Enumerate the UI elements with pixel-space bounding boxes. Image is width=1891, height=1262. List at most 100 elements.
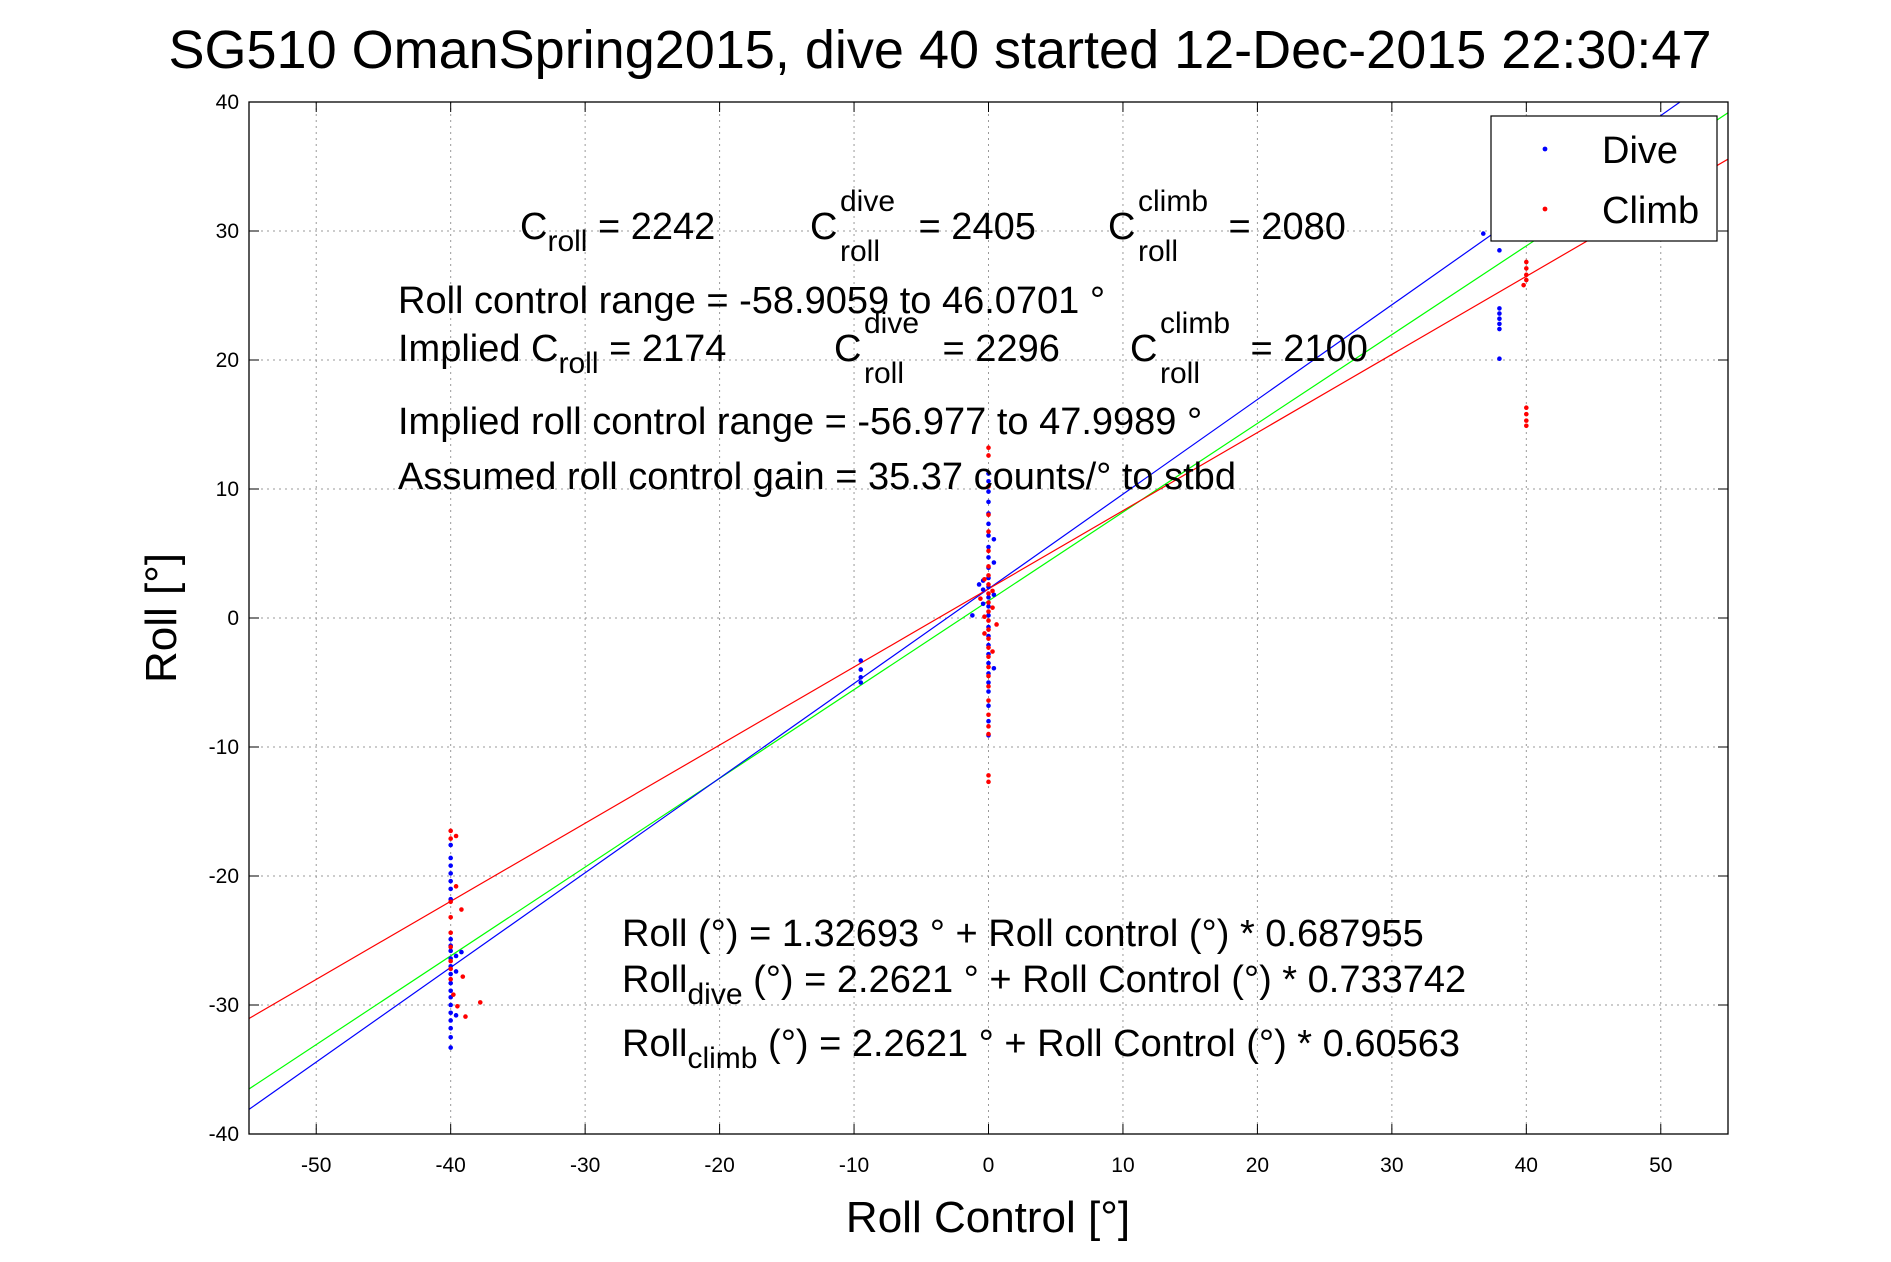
climb-point (986, 712, 991, 718)
dive-point (1497, 356, 1502, 362)
climb-point (448, 944, 453, 950)
climb-point (448, 976, 453, 982)
chart-title: SG510 OmanSpring2015, dive 40 started 12… (168, 20, 1711, 80)
x-tick-label: 40 (1515, 1154, 1538, 1177)
climb-point (982, 614, 987, 620)
climb-point (986, 564, 991, 569)
climb-point (463, 1014, 468, 1019)
climb-point (1524, 259, 1529, 265)
dive-point (448, 980, 453, 986)
dive-point (448, 1025, 453, 1031)
climb-point (1524, 272, 1529, 278)
dive-point (459, 949, 464, 955)
data-points (448, 231, 1529, 1050)
climb-point (453, 884, 459, 889)
legend: Dive Climb (1490, 115, 1718, 242)
dive-point (448, 1018, 453, 1023)
climb-point (990, 649, 995, 654)
climb-point (986, 512, 991, 518)
climb-point (986, 636, 991, 641)
dive-point (1480, 231, 1486, 236)
dive-point (448, 855, 453, 861)
dive-point (986, 499, 991, 505)
climb-point (448, 930, 453, 936)
dive-point (448, 863, 453, 868)
dive-point (1497, 311, 1502, 316)
dive-point (991, 666, 997, 671)
climb-point (982, 631, 987, 636)
dive-point (986, 555, 991, 560)
climb-point (986, 529, 991, 534)
climb-point (982, 577, 987, 582)
y-tick-label: 10 (216, 478, 239, 501)
climb-point (451, 992, 456, 997)
x-tick-label: 0 (983, 1154, 995, 1177)
climb-point (986, 698, 991, 703)
dive-point (991, 537, 997, 542)
implied-c-roll-text: Implied Croll = 2174 (398, 328, 726, 380)
dive-point (448, 988, 453, 994)
y-tick-label: 40 (216, 91, 239, 114)
legend-dive-label: Dive (1602, 130, 1678, 172)
climb-point (986, 645, 991, 650)
plot-frame (248, 101, 1729, 1135)
dive-point (448, 1010, 453, 1016)
dive-point (986, 489, 991, 494)
climb-point (1524, 405, 1529, 411)
dive-point (986, 544, 991, 550)
climb-point (448, 828, 453, 834)
climb-point (1524, 418, 1529, 423)
dive-point (448, 871, 453, 876)
tick-labels: -50 -40 -30 -20 -10 0 10 20 30 40 50 -40 -30 -20 -10 0 1… (209, 91, 1728, 1177)
dive-point (448, 1002, 453, 1008)
climb-point (990, 588, 995, 594)
dive-point (986, 703, 991, 709)
dive-point (1497, 306, 1502, 311)
fit-dive-text: Rolldive (°) = 2.2621 ° + Roll Control (… (622, 959, 1466, 1011)
dive-point (986, 718, 991, 724)
x-tick-label: -20 (704, 1154, 734, 1177)
dive-point (980, 587, 986, 592)
climb-point (986, 573, 991, 578)
climb-point (986, 654, 991, 659)
dive-point (986, 521, 991, 527)
dive-point (448, 971, 453, 977)
dive-point (986, 660, 991, 666)
dive-point (1497, 321, 1502, 327)
dive-point (448, 842, 453, 848)
climb-point (994, 622, 999, 627)
climb-point (986, 673, 991, 679)
climb-point (986, 548, 991, 554)
legend-dive-marker (1542, 146, 1548, 152)
x-tick-label: -40 (436, 1154, 466, 1177)
fit-climb-text: Rollclimb (°) = 2.2621 ° + Roll Control … (622, 1023, 1460, 1075)
climb-point (986, 664, 991, 670)
dive-point (453, 953, 459, 959)
legend-item-climb: Climb (1542, 190, 1699, 232)
climb-point (1521, 282, 1526, 288)
climb-point (448, 958, 453, 964)
dive-point (986, 604, 991, 609)
c-roll-dive-text: Cdive roll = 2405 (810, 185, 1036, 268)
climb-point (986, 445, 991, 451)
dive-point (986, 533, 991, 538)
dive-point (970, 613, 975, 618)
y-tick-label: 0 (227, 607, 239, 630)
climb-point (448, 966, 453, 972)
climb-point (986, 591, 991, 596)
y-axis-label: Roll [°] (137, 553, 186, 683)
climb-point (1524, 277, 1529, 283)
x-tick-label: -10 (839, 1154, 869, 1177)
c-roll-text: Croll = 2242 (520, 206, 715, 258)
y-tick-label: 30 (216, 220, 239, 243)
legend-climb-marker (1542, 206, 1548, 212)
dive-point (986, 680, 991, 685)
dive-point (448, 1045, 453, 1050)
climb-point (990, 605, 995, 610)
legend-item-dive: Dive (1542, 130, 1678, 172)
annotations: Croll = 2242 Cdive roll = 2405 Cclimb roll… (398, 185, 1466, 1075)
dive-point (448, 878, 453, 884)
dive-point (448, 1034, 453, 1040)
climb-point (455, 1003, 460, 1009)
roll-control-range-text: Roll control range = -58.9059 to 46.0701… (398, 280, 1105, 322)
